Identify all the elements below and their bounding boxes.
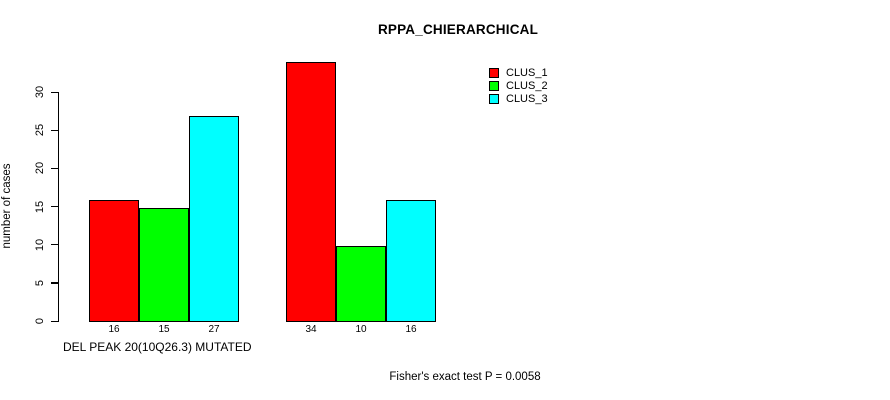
y-tick [51, 320, 58, 322]
y-tick [51, 206, 58, 208]
bar-value-label: 15 [158, 324, 170, 335]
bar-value-label: 27 [208, 324, 220, 335]
y-tick [51, 282, 58, 284]
bar-value-label: 10 [355, 324, 367, 335]
y-tick-label: 20 [34, 162, 46, 175]
legend-label: CLUS_3 [506, 92, 548, 105]
bar-clus_3-group1 [189, 115, 239, 322]
y-tick-label: 30 [34, 85, 46, 99]
y-tick [51, 91, 58, 93]
legend-swatch-icon [489, 93, 499, 104]
legend-label: CLUS_2 [506, 79, 548, 92]
legend-item-clus_1: CLUS_1 [489, 66, 548, 79]
bar-clus_1-group1 [89, 199, 139, 322]
y-tick-label: 5 [34, 279, 46, 286]
y-tick-label: 25 [34, 124, 46, 137]
footer-annotation: Fisher's exact test P = 0.0058 [389, 371, 541, 383]
x-axis-group-label: DEL PEAK 20(10Q26.3) MUTATED [63, 340, 252, 354]
bar-clus_2-group1 [139, 207, 189, 322]
y-axis-line [58, 92, 60, 322]
legend-item-clus_3: CLUS_3 [489, 92, 548, 105]
y-tick [51, 129, 58, 131]
legend-label: CLUS_1 [506, 66, 548, 79]
bar-value-label: 34 [305, 324, 317, 335]
bar-clus_1-group2 [286, 62, 336, 322]
y-tick-label: 15 [34, 200, 46, 213]
bar-value-label: 16 [405, 324, 417, 335]
bar-clus_3-group2 [386, 199, 436, 322]
legend-swatch-icon [489, 67, 499, 78]
legend: CLUS_1 CLUS_2 CLUS_3 [489, 66, 548, 105]
y-tick [51, 244, 58, 246]
y-tick [51, 167, 58, 170]
legend-swatch-icon [489, 80, 499, 91]
y-tick-label: 0 [34, 317, 46, 325]
y-tick-label: 10 [34, 238, 46, 251]
y-axis-label: number of cases [1, 163, 13, 249]
bar-value-label: 16 [108, 324, 120, 335]
legend-item-clus_2: CLUS_2 [489, 79, 548, 92]
chart-title: RPPA_CHIERARCHICAL [377, 22, 539, 37]
bar-clus_2-group2 [336, 245, 386, 322]
